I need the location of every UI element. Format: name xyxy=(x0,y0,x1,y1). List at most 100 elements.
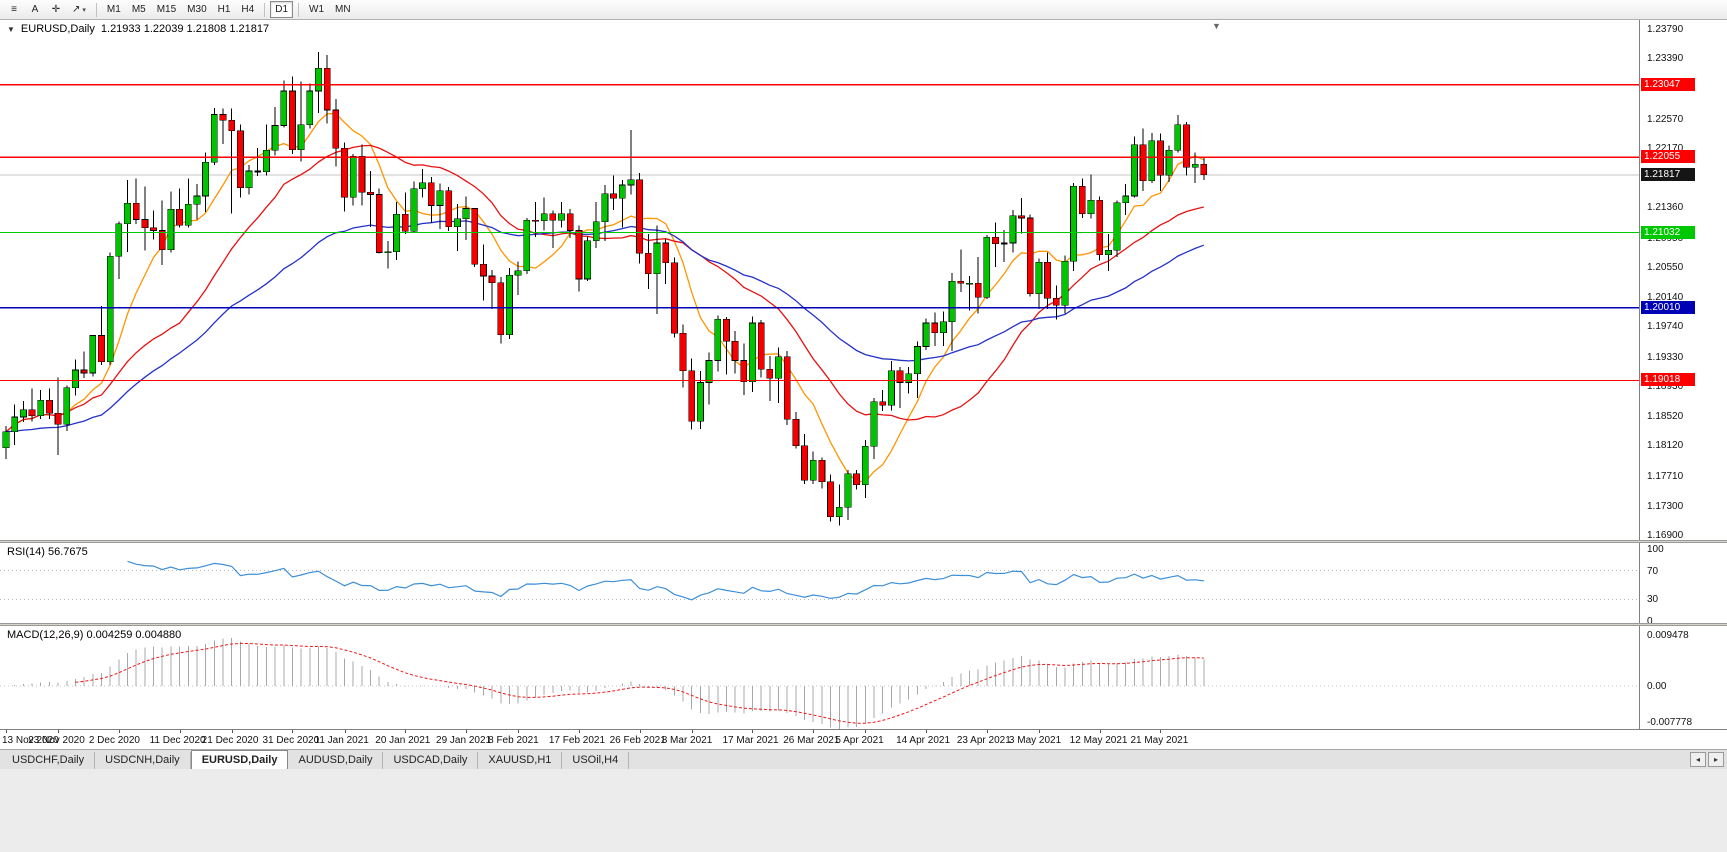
date-tick xyxy=(344,730,346,733)
collapse-icon[interactable]: ▼ xyxy=(7,24,15,34)
chart-tab-bar: USDCHF,Daily USDCNH,Daily EURUSD,Daily AUDU… xyxy=(0,749,1727,769)
timeframe-h1-button[interactable]: H1 xyxy=(213,1,236,18)
chart-tab-eurusd[interactable]: EURUSD,Daily xyxy=(190,750,289,769)
chart-tab-usdcad[interactable]: USDCAD,Daily xyxy=(383,752,479,769)
chart-tab-usoil[interactable]: USOil,H4 xyxy=(562,752,630,769)
toolbar-separator xyxy=(95,2,97,17)
rsi-tick: 0 xyxy=(1647,616,1653,623)
date-tick xyxy=(578,730,580,733)
candlestick-chart[interactable] xyxy=(0,20,1639,540)
chart-tab-usdcnh[interactable]: USDCNH,Daily xyxy=(95,752,191,769)
trendline-icon: ↗ xyxy=(72,4,81,15)
date-tick xyxy=(6,730,7,733)
charts-menu-icon[interactable]: ≡ xyxy=(4,1,24,18)
tab-scroll-right-icon[interactable]: ▸ xyxy=(1708,752,1724,767)
chart-shift-marker[interactable]: ▼ xyxy=(1212,21,1221,31)
timeframe-m15-button[interactable]: M15 xyxy=(152,1,181,18)
price-tick: 1.22570 xyxy=(1647,113,1684,125)
rsi-tick: 100 xyxy=(1647,544,1664,555)
date-tick xyxy=(1038,730,1040,733)
rsi-chart[interactable] xyxy=(0,543,1639,623)
text-annotation-icon[interactable]: A xyxy=(25,1,45,18)
toolbar: ≡ A ✛ ↗ ▾ M1 M5 M15 M30 H1 H4 D1 W1 MN xyxy=(0,0,1727,20)
price-level-badge: 1.19018 xyxy=(1641,373,1695,387)
main-chart-pane: ▼ EURUSD,Daily 1.21933 1.22039 1.21808 1… xyxy=(0,20,1727,540)
date-tick xyxy=(405,730,407,733)
macd-chart[interactable] xyxy=(0,626,1639,729)
date-tick xyxy=(813,730,815,733)
rsi-tick: 70 xyxy=(1647,565,1659,577)
date-tick xyxy=(518,730,520,733)
date-label: 11 Jan 2021 xyxy=(314,735,369,746)
macd-axis[interactable]: 0.009478 0.00 -0.007778 xyxy=(1639,626,1727,729)
trendline-tool-button[interactable]: ↗ ▾ xyxy=(67,1,91,18)
price-tick: 1.19740 xyxy=(1647,321,1684,333)
timeframe-d1-button[interactable]: D1 xyxy=(270,1,294,18)
date-label: 14 Apr 2021 xyxy=(896,735,951,746)
price-level-badge: 1.21032 xyxy=(1641,225,1695,239)
pane-separator[interactable] xyxy=(0,623,1727,626)
date-label: 8 Feb 2021 xyxy=(488,735,539,746)
tab-scroll-arrows: ◂ ▸ xyxy=(1690,752,1724,767)
tab-scroll-left-icon[interactable]: ◂ xyxy=(1690,752,1706,767)
date-label: 21 May 2021 xyxy=(1130,735,1189,746)
price-axis[interactable]: 1.237901.233901.229901.225701.221701.217… xyxy=(1639,20,1727,540)
date-tick xyxy=(179,730,181,733)
rsi-axis[interactable]: 100 70 30 0 xyxy=(1639,543,1727,623)
chart-tab-usdchf[interactable]: USDCHF,Daily xyxy=(2,752,96,769)
price-tick: 1.23790 xyxy=(1647,24,1684,35)
date-tick xyxy=(1160,730,1162,733)
date-tick xyxy=(752,730,754,733)
crosshair-icon[interactable]: ✛ xyxy=(46,1,66,18)
date-label: 11 Dec 2020 xyxy=(149,735,206,746)
date-label: 5 Apr 2021 xyxy=(835,735,884,746)
date-label: 12 May 2021 xyxy=(1069,735,1128,746)
date-label: 21 Dec 2020 xyxy=(201,735,259,746)
date-tick xyxy=(231,730,233,733)
timeframe-mn-button[interactable]: MN xyxy=(330,1,356,18)
timeframe-h4-button[interactable]: H4 xyxy=(236,1,259,18)
price-tick: 1.20140 xyxy=(1647,292,1684,304)
date-label: 26 Feb 2021 xyxy=(609,735,666,746)
timeframe-m1-button[interactable]: M1 xyxy=(102,1,126,18)
chart-tab-audusd[interactable]: AUDUSD,Daily xyxy=(288,752,384,769)
date-label: 17 Mar 2021 xyxy=(722,735,779,746)
price-tick: 1.18120 xyxy=(1647,440,1684,452)
price-tick: 1.23390 xyxy=(1647,53,1684,65)
date-label: 23 Apr 2021 xyxy=(956,735,1011,746)
date-tick xyxy=(118,730,120,733)
timeframe-buttons: M1 M5 M15 M30 H1 H4 D1 W1 MN xyxy=(102,1,356,18)
date-tick xyxy=(466,730,468,733)
date-tick xyxy=(691,730,693,733)
macd-tick: 0.009478 xyxy=(1647,630,1689,642)
symbol-timeframe-label: EURUSD,Daily xyxy=(20,23,95,35)
date-label: 8 Mar 2021 xyxy=(661,735,713,746)
toolbar-separator xyxy=(298,2,300,17)
date-label: 20 Jan 2021 xyxy=(375,735,431,746)
chart-tab-xauusd[interactable]: XAUUSD,H1 xyxy=(478,752,563,769)
pane-separator[interactable] xyxy=(0,540,1727,543)
date-axis[interactable]: 13 Nov 2020 23 Nov 2020 2 Dec 2020 11 Dec 2… xyxy=(0,729,1727,749)
ohlc-values-label: 1.21933 1.22039 1.21808 1.21817 xyxy=(100,23,270,35)
price-tick: 1.16900 xyxy=(1647,530,1684,540)
date-label: 2 Dec 2020 xyxy=(88,735,140,746)
date-label: 3 May 2021 xyxy=(1008,735,1062,746)
macd-tick: -0.007778 xyxy=(1647,717,1693,728)
macd-label: MACD(12,26,9) 0.004259 0.004880 xyxy=(7,629,182,641)
date-label: 17 Feb 2021 xyxy=(548,735,606,746)
rsi-label: RSI(14) 56.7675 xyxy=(7,546,88,558)
chevron-down-icon: ▾ xyxy=(82,6,86,14)
date-tick xyxy=(926,730,928,733)
macd-pane: MACD(12,26,9) 0.004259 0.004880 0.009478… xyxy=(0,626,1727,729)
timeframe-w1-button[interactable]: W1 xyxy=(304,1,329,18)
price-tick: 1.20550 xyxy=(1647,261,1684,273)
date-tick xyxy=(1099,730,1101,733)
timeframe-m5-button[interactable]: M5 xyxy=(127,1,151,18)
macd-tick: 0.00 xyxy=(1647,681,1667,692)
price-tick: 1.19330 xyxy=(1647,351,1684,363)
price-level-badge: 1.22055 xyxy=(1641,150,1695,164)
price-level-badge: 1.20010 xyxy=(1641,300,1695,314)
timeframe-m30-button[interactable]: M30 xyxy=(182,1,211,18)
date-label: 29 Jan 2021 xyxy=(436,735,492,746)
